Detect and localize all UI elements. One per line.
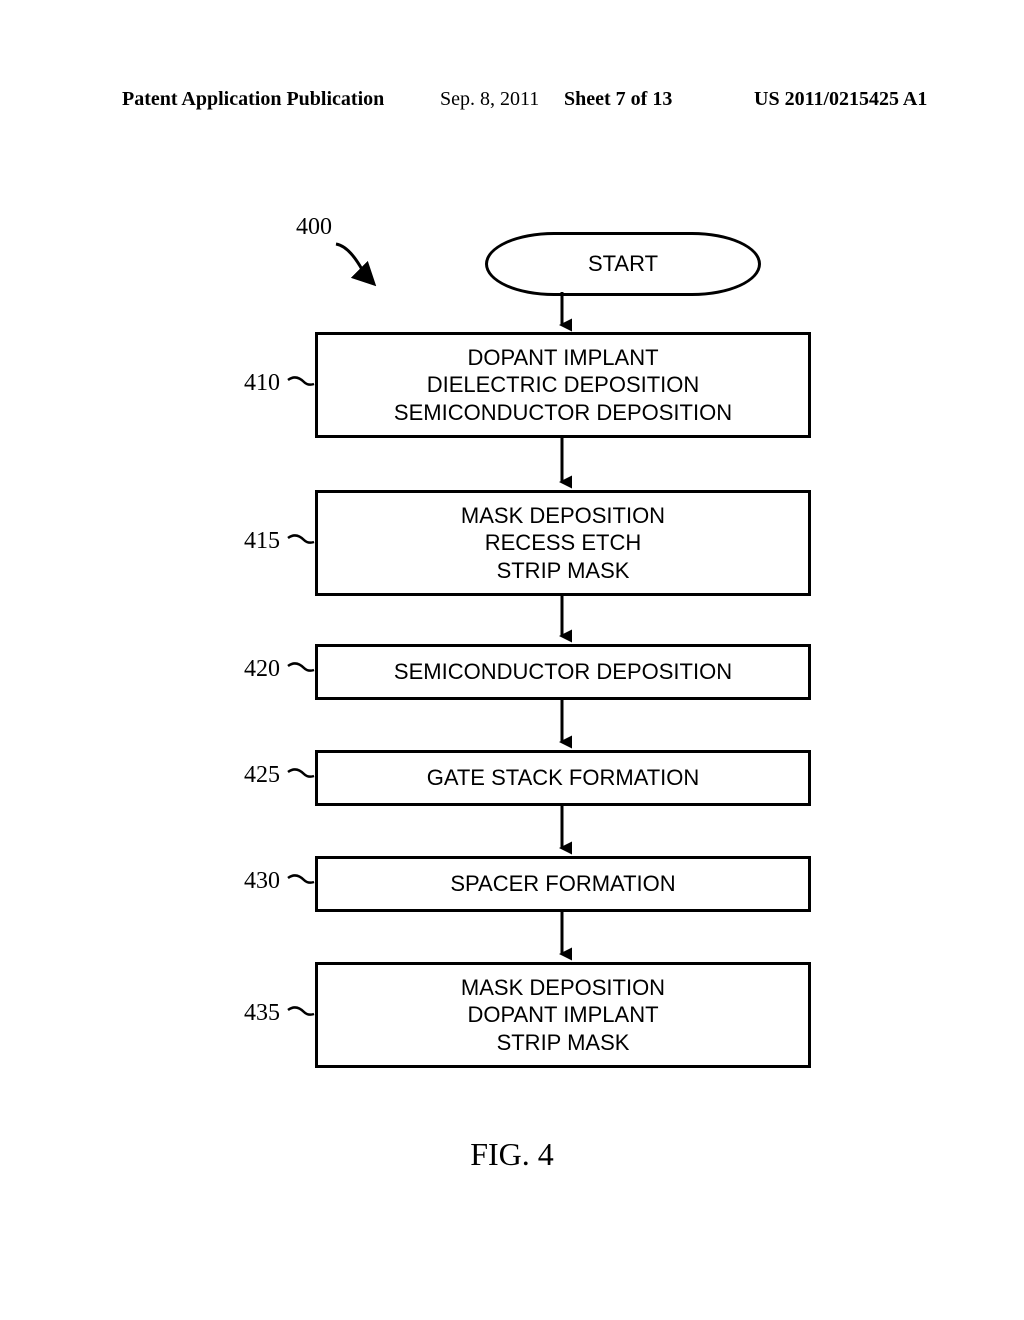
- step-415-line1: MASK DEPOSITION: [461, 502, 665, 530]
- ref-435: 435: [244, 1000, 280, 1027]
- start-node: START: [485, 232, 761, 296]
- lead-curl-415: [286, 534, 316, 554]
- ref-430: 430: [244, 868, 280, 895]
- lead-curl-435: [286, 1006, 316, 1026]
- lead-curl-410: [286, 376, 316, 396]
- lead-curl-430: [286, 874, 316, 894]
- step-410-line2: DIELECTRIC DEPOSITION: [427, 371, 700, 399]
- step-435-line3: STRIP MASK: [497, 1029, 630, 1057]
- step-435-line1: MASK DEPOSITION: [461, 974, 665, 1002]
- arrow-420-to-425: [552, 697, 572, 751]
- arrow-410-to-415: [552, 435, 572, 491]
- ref-425: 425: [244, 762, 280, 789]
- step-430-line1: SPACER FORMATION: [450, 870, 675, 898]
- arrow-425-to-430: [552, 803, 572, 857]
- step-420: SEMICONDUCTOR DEPOSITION: [315, 644, 811, 700]
- arrow-415-to-420: [552, 593, 572, 645]
- arrow-start-to-410: [552, 292, 572, 334]
- step-425: GATE STACK FORMATION: [315, 750, 811, 806]
- ref-400: 400: [296, 214, 332, 241]
- figure-caption: FIG. 4: [0, 1136, 1024, 1173]
- ref-420: 420: [244, 656, 280, 683]
- step-410-line3: SEMICONDUCTOR DEPOSITION: [394, 399, 732, 427]
- step-410: DOPANT IMPLANT DIELECTRIC DEPOSITION SEM…: [315, 332, 811, 438]
- lead-curl-425: [286, 768, 316, 788]
- step-410-line1: DOPANT IMPLANT: [467, 344, 658, 372]
- lead-curl-420: [286, 662, 316, 682]
- step-430: SPACER FORMATION: [315, 856, 811, 912]
- step-415-line3: STRIP MASK: [497, 557, 630, 585]
- step-420-line1: SEMICONDUCTOR DEPOSITION: [394, 658, 732, 686]
- step-435: MASK DEPOSITION DOPANT IMPLANT STRIP MAS…: [315, 962, 811, 1068]
- step-415-line2: RECESS ETCH: [485, 529, 641, 557]
- ref-415: 415: [244, 528, 280, 555]
- flowchart: 400 START DOPANT IMPLANT DIELECTRIC DEPO…: [0, 0, 1024, 1320]
- step-415: MASK DEPOSITION RECESS ETCH STRIP MASK: [315, 490, 811, 596]
- start-label: START: [588, 251, 658, 277]
- ref-410: 410: [244, 370, 280, 397]
- step-435-line2: DOPANT IMPLANT: [467, 1001, 658, 1029]
- arrow-430-to-435: [552, 909, 572, 963]
- lead-arrow-400: [330, 238, 390, 298]
- step-425-line1: GATE STACK FORMATION: [427, 764, 700, 792]
